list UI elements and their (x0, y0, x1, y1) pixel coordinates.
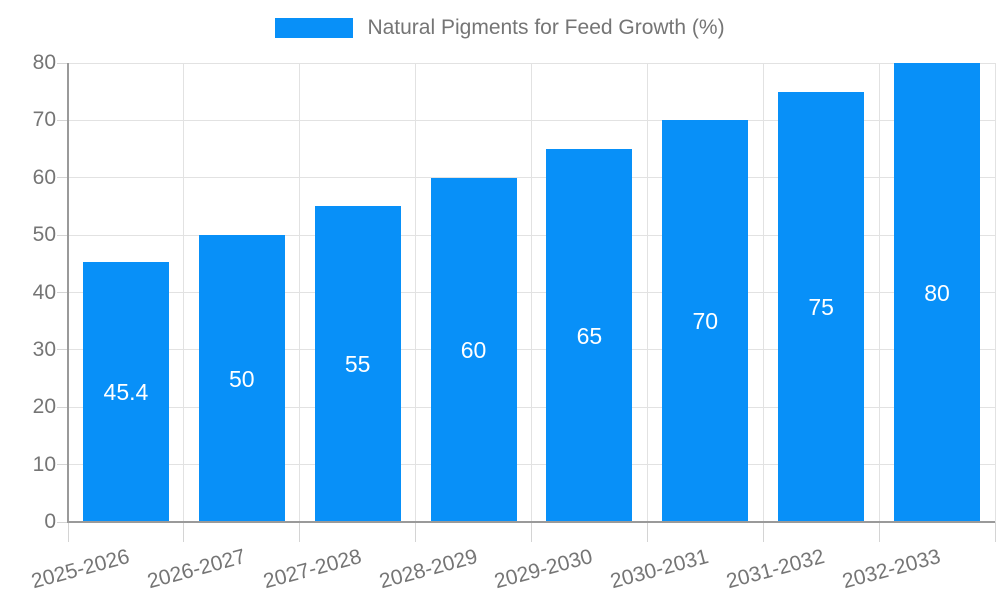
bar-value-label: 50 (229, 365, 255, 392)
chart-legend: Natural Pigments for Feed Growth (%) (0, 16, 1000, 40)
legend-label: Natural Pigments for Feed Growth (%) (367, 16, 725, 39)
x-axis-tick (67, 522, 69, 542)
bar[interactable] (662, 120, 749, 522)
legend-item[interactable]: Natural Pigments for Feed Growth (%) (275, 16, 725, 40)
bar[interactable] (894, 63, 981, 522)
bar-value-label: 75 (808, 293, 834, 320)
x-axis-tick (183, 522, 185, 542)
y-axis-tick-label: 40 (32, 280, 56, 304)
x-axis-tick (762, 522, 764, 542)
y-axis-tick-label: 80 (32, 51, 56, 74)
y-axis-tick-label: 50 (32, 223, 56, 247)
y-axis-tick-label: 30 (32, 337, 56, 361)
y-axis-tick (57, 464, 68, 466)
bar[interactable] (546, 149, 633, 522)
bar-value-label: 60 (460, 336, 487, 363)
x-axis-tick (878, 522, 880, 542)
y-axis-tick (57, 521, 68, 523)
bar[interactable] (778, 91, 865, 522)
y-axis-tick (57, 292, 68, 293)
bar[interactable] (198, 235, 285, 522)
x-axis-tick (415, 522, 417, 542)
grid-line-vertical (646, 63, 648, 522)
y-axis-tick-label: 10 (32, 452, 56, 476)
bar-value-label: 70 (692, 308, 719, 335)
grid-line-vertical (994, 63, 996, 522)
x-axis-tick (299, 522, 301, 542)
y-axis-tick (57, 177, 68, 179)
y-axis-tick (57, 62, 68, 64)
bar-value-label: 45.4 (103, 378, 149, 405)
x-axis-tick (994, 522, 996, 542)
bar-value-label: 80 (924, 279, 950, 306)
bar-value-label: 55 (344, 351, 371, 378)
bar-value-label: 65 (576, 322, 603, 349)
legend-swatch-icon (275, 18, 354, 38)
y-axis-tick-label: 20 (32, 395, 56, 419)
y-axis-tick (57, 406, 68, 408)
x-axis-tick (531, 522, 532, 542)
bar[interactable] (430, 177, 517, 522)
grid-line-vertical (299, 63, 301, 522)
x-axis-line (66, 521, 995, 523)
grid-line-vertical (183, 63, 185, 522)
y-axis-tick (57, 349, 68, 351)
x-axis-tick (646, 522, 648, 542)
y-axis-tick (57, 234, 68, 236)
y-axis-line (66, 63, 69, 523)
grid-line-vertical (762, 63, 764, 522)
bar[interactable] (82, 261, 169, 522)
grid-line-vertical (531, 63, 532, 522)
y-axis-tick-label: 0 (44, 510, 56, 533)
y-axis-tick-label: 60 (32, 165, 56, 189)
y-axis-tick (57, 119, 68, 121)
grid-line-vertical (415, 63, 417, 522)
bar[interactable] (314, 206, 401, 522)
grid-line-vertical (878, 63, 880, 522)
y-axis-tick-label: 70 (32, 108, 56, 132)
